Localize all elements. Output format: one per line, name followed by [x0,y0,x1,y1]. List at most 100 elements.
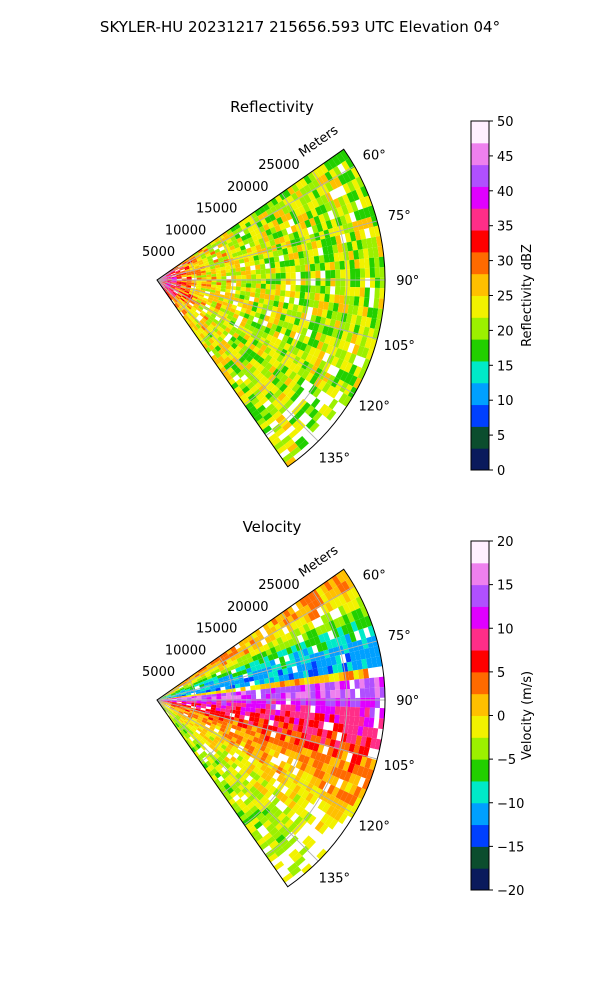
field-cell [181,698,187,700]
field-cell [256,348,265,357]
field-cell [198,713,205,718]
field-cell [320,813,330,824]
field-cell [288,848,299,859]
field-cell [164,706,169,710]
field-cell [291,803,301,813]
field-cell [284,788,293,798]
field-cell [194,710,201,714]
velocity-frame [156,568,386,888]
field-cell [350,620,359,632]
field-cell [263,257,270,264]
field-cell [206,271,212,275]
field-cell [366,216,374,228]
field-cell [239,710,246,716]
field-cell [273,860,285,871]
field-cell [239,290,246,296]
field-cell [250,665,257,672]
field-cell [350,167,361,179]
field-cell [200,285,207,289]
field-cell [318,650,326,660]
field-cell [286,336,294,345]
field-cell [280,272,286,279]
field-cell [347,762,356,774]
field-cell [294,258,300,266]
field-cell [256,784,265,793]
field-cell [343,384,353,396]
field-cell [224,762,231,770]
field-cell [270,687,276,694]
field-cell [327,302,334,311]
field-cell [186,281,192,283]
field-cell [241,805,250,814]
field-cell [251,797,260,806]
field-cell [318,300,325,310]
field-cell [274,237,281,245]
field-cell [318,633,326,644]
field-cell [319,204,328,214]
field-cell [168,288,173,293]
field-cell [356,659,363,670]
field-cell [328,253,335,263]
field-cell [255,761,264,769]
field-cell [169,294,174,299]
field-cell [171,702,177,705]
colorbar-segment [471,780,489,804]
field-cell [285,646,293,655]
field-cell [180,287,186,291]
field-cell [235,710,241,715]
field-cell [354,619,364,631]
field-cell [207,677,214,683]
field-cell [265,693,271,699]
field-cell [298,439,309,451]
field-cell [181,695,187,698]
field-cell [335,788,345,800]
field-cell [296,244,303,253]
field-cell [267,853,279,863]
field-cell [330,278,336,287]
field-cell [192,733,198,739]
field-cell [232,239,239,246]
field-cell [290,698,296,705]
field-cell [310,397,321,409]
field-cell [161,281,167,285]
field-cell [243,677,250,683]
field-cell [290,272,296,279]
field-cell [287,380,297,390]
field-cell [342,643,350,654]
field-cell [238,348,246,356]
field-cell [265,810,274,820]
field-cell [355,697,361,708]
azimuth-tick-label: 120° [359,399,390,414]
field-cell [351,178,361,190]
field-cell [327,665,334,675]
field-cell [369,737,377,749]
sector-outline [156,568,386,888]
field-cell [259,293,266,299]
field-cell [185,739,191,745]
field-cell [237,302,244,308]
field-cell [208,770,215,778]
field-cell [203,262,210,266]
field-cell [231,304,238,310]
field-cell [321,309,328,318]
field-cell [192,304,199,310]
field-cell [319,333,327,343]
field-cell [264,346,272,355]
field-cell [258,253,264,260]
field-cell [313,768,321,778]
field-cell [239,741,247,748]
field-cell [216,722,222,728]
field-cell [179,298,184,304]
field-cell [206,730,213,736]
field-cell [356,239,363,250]
field-cell [367,247,374,259]
field-cell [250,685,256,691]
field-cell [365,348,374,361]
field-cell [174,296,180,301]
field-cell [179,708,185,712]
azimuth-tick-label: 75° [388,209,411,224]
field-cell [289,710,296,718]
field-cell [199,732,205,738]
field-cell [193,261,199,266]
field-cell [337,196,346,207]
